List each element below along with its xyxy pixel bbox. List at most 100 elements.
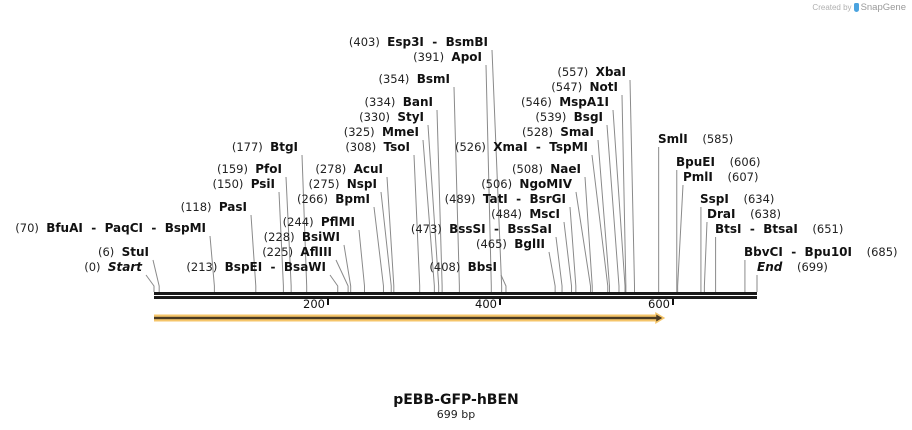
tick-mark (499, 298, 501, 305)
site-connector (703, 221, 708, 292)
site-label[interactable]: (70) BfuAI - PaqCI - BspMI (15, 221, 206, 235)
name-separator: - (262, 260, 284, 274)
svg-text:(473) BssSI - BssSaI: (473) BssSI - BssSaI (411, 222, 552, 236)
enzyme-name: XmaI (493, 140, 527, 154)
svg-text:(150) PsiI: (150) PsiI (212, 177, 275, 191)
site-label[interactable]: PmlI (607) (683, 170, 758, 184)
enzyme-name: SmlI (658, 132, 688, 146)
credit-prefix: Created by (812, 3, 852, 12)
enzyme-name: NspI (347, 177, 377, 191)
site-label[interactable]: (391) ApoI (413, 50, 482, 64)
site-position: (266) (297, 192, 335, 206)
site-label[interactable]: (0) Start (84, 260, 143, 274)
enzyme-name: PsiI (251, 177, 275, 191)
svg-text:BbvCI - Bpu10I (685): BbvCI - Bpu10I (685) (744, 245, 898, 259)
site-label[interactable]: (308) TsoI (345, 140, 410, 154)
site-label[interactable]: (546) MspA1I (521, 95, 609, 109)
site-label[interactable]: (465) BglII (476, 237, 545, 251)
enzyme-name: PaqCI (105, 221, 143, 235)
enzyme-name: BspMI (165, 221, 206, 235)
svg-text:(465) BglII: (465) BglII (476, 237, 545, 251)
enzyme-name: PflMI (321, 215, 355, 229)
site-label[interactable]: (484) MscI (491, 207, 560, 221)
site-connector (152, 259, 160, 292)
site-connector (436, 109, 443, 292)
site-label[interactable]: SmlI (585) (658, 132, 733, 146)
site-position: (6) (98, 245, 122, 259)
site-connector (358, 229, 365, 292)
site-position: (408) (429, 260, 467, 274)
site-label[interactable]: (159) PfoI (217, 162, 282, 176)
site-label[interactable]: (225) AflIII (262, 245, 332, 259)
site-label[interactable]: (150) PsiI (212, 177, 275, 191)
site-label[interactable]: (403) Esp3I - BsmBI (349, 35, 488, 49)
svg-text:(213) BspEI - BsaWI: (213) BspEI - BsaWI (186, 260, 326, 274)
site-label[interactable]: (547) NotI (551, 80, 618, 94)
enzyme-name: BssSI (449, 222, 486, 236)
site-position: (539) (535, 110, 573, 124)
site-connector (485, 64, 492, 292)
site-label[interactable]: DraI (638) (707, 207, 781, 221)
svg-text:BpuEI (606): BpuEI (606) (676, 155, 761, 169)
feature-arrowhead (656, 314, 663, 322)
name-separator: - (528, 140, 550, 154)
site-label[interactable]: (275) NspI (309, 177, 377, 191)
site-label[interactable]: (177) BtgI (232, 140, 298, 154)
site-label[interactable]: (213) BspEI - BsaWI (186, 260, 326, 274)
enzyme-name: BpmI (335, 192, 370, 206)
site-label[interactable]: (528) SmaI (522, 125, 594, 139)
site-label[interactable]: (118) PasI (181, 200, 247, 214)
site-position: (391) (413, 50, 451, 64)
site-label[interactable]: End (699) (757, 260, 828, 274)
site-label[interactable]: (526) XmaI - TspMI (455, 140, 588, 154)
name-separator: - (783, 245, 805, 259)
site-label[interactable]: (506) NgoMIV (481, 177, 573, 191)
site-position: (308) (345, 140, 383, 154)
site-label[interactable]: (473) BssSI - BssSaI (411, 222, 552, 236)
site-connector (500, 274, 507, 292)
site-label[interactable]: (408) BbsI (429, 260, 497, 274)
site-label[interactable]: BpuEI (606) (676, 155, 761, 169)
site-connector (597, 139, 610, 292)
site-position: (70) (15, 221, 46, 235)
site-connector (301, 154, 308, 292)
site-connector (329, 274, 339, 292)
site-label[interactable]: (278) AcuI (315, 162, 383, 176)
site-label[interactable]: SspI (634) (700, 192, 774, 206)
enzyme-name: Bpu10I (805, 245, 852, 259)
sequence-backbone[interactable] (154, 292, 757, 299)
svg-text:BtsI - BtsaI (651): BtsI - BtsaI (651) (715, 222, 843, 236)
svg-text:(539) BsgI: (539) BsgI (535, 110, 603, 124)
enzyme-name: BsiWI (302, 230, 340, 244)
site-label[interactable]: (557) XbaI (557, 65, 626, 79)
enzyme-name: NotI (590, 80, 619, 94)
svg-text:(403) Esp3I - BsmBI: (403) Esp3I - BsmBI (349, 35, 488, 49)
site-connector (380, 191, 392, 292)
site-label[interactable]: (334) BanI (365, 95, 434, 109)
site-label[interactable]: BtsI - BtsaI (651) (715, 222, 843, 236)
svg-text:(275) NspI: (275) NspI (309, 177, 377, 191)
feature-arrow[interactable] (154, 312, 666, 324)
enzyme-name: BsmBI (446, 35, 488, 49)
site-label[interactable]: (228) BsiWI (264, 230, 340, 244)
site-label[interactable]: (330) StyI (359, 110, 424, 124)
site-connector (621, 94, 627, 292)
enzyme-name: DraI (707, 207, 735, 221)
site-label[interactable]: (6) StuI (98, 245, 149, 259)
svg-text:(325) MmeI: (325) MmeI (344, 125, 419, 139)
site-position: (651) (798, 222, 844, 236)
site-label[interactable]: (539) BsgI (535, 110, 603, 124)
site-label[interactable]: (508) NaeI (512, 162, 581, 176)
site-connector (453, 86, 460, 292)
site-connector (145, 274, 155, 292)
enzyme-name: BsaWI (284, 260, 326, 274)
svg-text:(0) Start: (0) Start (84, 260, 143, 274)
site-label[interactable]: BbvCI - Bpu10I (685) (744, 245, 898, 259)
site-label[interactable]: (354) BsmI (379, 72, 451, 86)
site-label[interactable]: (325) MmeI (344, 125, 419, 139)
site-label[interactable]: (244) PflMI (283, 215, 355, 229)
site-label[interactable]: (489) TatI - BsrGI (445, 192, 566, 206)
site-position: (275) (309, 177, 347, 191)
feature-core (154, 316, 658, 320)
site-label[interactable]: (266) BpmI (297, 192, 370, 206)
